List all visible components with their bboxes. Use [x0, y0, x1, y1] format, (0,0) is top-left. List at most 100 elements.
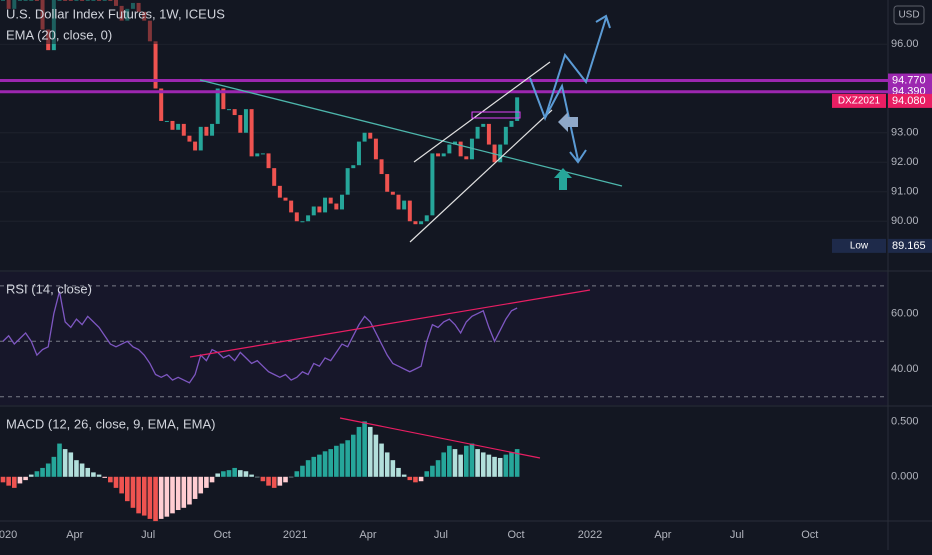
- macd-bar: [492, 456, 497, 477]
- projection-arrow: [529, 14, 611, 122]
- rsi-line: [2, 291, 518, 384]
- indicator: EMA (20, close, 0): [6, 27, 112, 42]
- macd-bar: [277, 476, 283, 486]
- macd-bar: [28, 474, 34, 477]
- candle: [362, 132, 367, 142]
- candle: [334, 203, 339, 210]
- candle: [215, 88, 220, 124]
- macd-bar: [356, 426, 362, 477]
- candle: [407, 200, 412, 222]
- candle: [458, 141, 463, 157]
- macd-bar: [40, 467, 45, 477]
- candle: [181, 123, 186, 136]
- price-label-bg: [888, 238, 932, 253]
- candle: [317, 206, 322, 213]
- candle: [503, 126, 508, 145]
- macd-bar: [384, 452, 390, 477]
- candle: [277, 185, 282, 198]
- x-tick-label: Jul: [434, 529, 448, 541]
- macd-bar: [187, 476, 192, 505]
- candle: [300, 221, 305, 223]
- macd-bar: [452, 449, 458, 477]
- macd-bar: [317, 454, 322, 477]
- macd-bar: [401, 474, 407, 477]
- macd-bar: [141, 476, 147, 516]
- macd-bar: [12, 476, 17, 488]
- x-tick-label: Apr: [66, 529, 83, 541]
- price-label-bg: [888, 73, 932, 88]
- macd-bar: [430, 465, 435, 477]
- macd-bar: [74, 460, 79, 477]
- macd-tick-label: 0.000: [891, 471, 919, 483]
- macd-bar: [288, 476, 294, 478]
- macd-bar: [102, 476, 107, 478]
- macd-bar: [373, 434, 379, 477]
- macd-bar: [79, 463, 85, 477]
- currency: USD: [898, 10, 919, 21]
- block-arrow: [558, 112, 578, 132]
- macd-bar: [379, 443, 384, 477]
- x-tick-label: Apr: [654, 529, 671, 541]
- candle: [356, 141, 361, 166]
- macd-bar: [514, 449, 520, 477]
- candle: [306, 215, 311, 222]
- macd-bar: [68, 452, 74, 477]
- macd-bar: [339, 443, 345, 477]
- macd-bar: [175, 476, 181, 511]
- price-label: 94.080: [892, 95, 926, 107]
- price-tag: DXZ2021: [838, 96, 881, 107]
- macd-bar: [204, 476, 209, 488]
- macd-bar: [232, 467, 237, 477]
- currency-badge[interactable]: [893, 5, 925, 25]
- macd-bar: [271, 476, 277, 488]
- x-tick-label: Oct: [214, 529, 231, 541]
- price-tag: Low: [850, 241, 869, 252]
- macd-bar: [435, 460, 441, 477]
- rsi-tick-label: 40.00: [891, 363, 919, 375]
- macd-bar: [192, 476, 198, 499]
- macd-bar: [243, 471, 249, 477]
- projection-arrow: [544, 83, 587, 164]
- rsi-band: [0, 272, 888, 405]
- trend-line: [199, 79, 623, 187]
- macd-bar: [305, 460, 311, 477]
- x-tick-label: Apr: [359, 529, 376, 541]
- y-tick-label: 90.00: [891, 215, 919, 227]
- candle: [232, 109, 237, 116]
- macd-bar: [34, 471, 40, 477]
- macd-bar: [62, 449, 68, 477]
- macd-bar: [6, 476, 11, 486]
- box: [471, 111, 521, 119]
- macd-bar: [345, 440, 350, 477]
- macd-bar: [158, 476, 164, 519]
- candle: [187, 135, 192, 142]
- candle: [328, 197, 333, 204]
- candle: [210, 123, 215, 136]
- price-label: 89.165: [892, 240, 926, 252]
- macd-bar: [509, 452, 514, 477]
- candle: [283, 197, 288, 201]
- rsi-trend-line: [189, 289, 591, 358]
- candle: [294, 212, 299, 222]
- macd-bar: [464, 445, 469, 477]
- macd-bar: [147, 476, 153, 519]
- macd-bar: [198, 476, 204, 494]
- macd-bar: [283, 476, 288, 483]
- macd-bar: [226, 470, 232, 477]
- macd-bar: [181, 476, 187, 508]
- macd-bar: [334, 445, 339, 477]
- macd-bar: [85, 467, 91, 477]
- price-tag-bg: [832, 238, 886, 253]
- macd-bar: [221, 471, 226, 477]
- macd-bar: [57, 443, 62, 477]
- macd-bar: [413, 476, 418, 483]
- macd-bar: [45, 463, 51, 477]
- candle: [340, 194, 344, 210]
- macd-bar: [170, 476, 175, 514]
- macd-bar: [108, 476, 113, 483]
- macd-bar: [249, 474, 254, 477]
- macd-bar: [407, 476, 413, 481]
- candle: [447, 144, 452, 154]
- macd-bar: [328, 449, 333, 477]
- macd-bar: [300, 465, 305, 477]
